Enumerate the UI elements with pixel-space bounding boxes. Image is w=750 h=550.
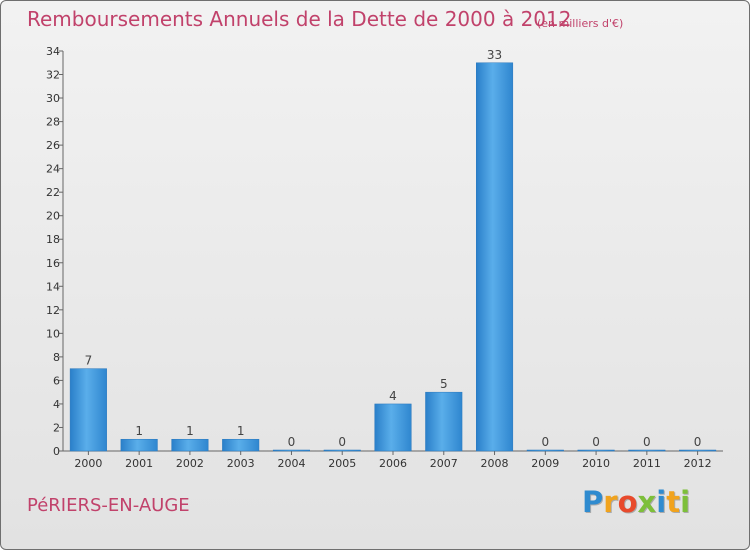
x-tick-label: 2012 bbox=[684, 457, 712, 470]
bar-value-label: 0 bbox=[643, 435, 651, 449]
x-tick-label: 2001 bbox=[125, 457, 153, 470]
y-tick-label: 20 bbox=[46, 210, 60, 223]
y-tick-label: 8 bbox=[53, 351, 60, 364]
y-tick-label: 22 bbox=[46, 186, 60, 199]
bar-2002 bbox=[171, 438, 209, 452]
bar-value-label: 1 bbox=[186, 424, 194, 438]
bar-value-label: 1 bbox=[237, 424, 245, 438]
x-tick-label: 2002 bbox=[176, 457, 204, 470]
bar-2011 bbox=[628, 449, 666, 452]
y-tick-label: 32 bbox=[46, 69, 60, 82]
proxiti-letter: x bbox=[637, 485, 657, 519]
bar-2001 bbox=[120, 438, 158, 452]
x-tick-label: 2010 bbox=[582, 457, 610, 470]
x-tick-label: 2003 bbox=[227, 457, 255, 470]
y-tick-label: 0 bbox=[53, 445, 60, 458]
bar-2003 bbox=[222, 438, 260, 452]
y-tick-label: 4 bbox=[53, 398, 60, 411]
y-tick-label: 12 bbox=[46, 304, 60, 317]
bar-2000 bbox=[69, 368, 107, 452]
bar-value-label: 0 bbox=[288, 435, 296, 449]
y-tick-label: 16 bbox=[46, 257, 60, 270]
bar-value-label: 0 bbox=[592, 435, 600, 449]
y-tick-label: 10 bbox=[46, 327, 60, 340]
bar-2009 bbox=[526, 449, 564, 452]
x-tick-label: 2008 bbox=[481, 457, 509, 470]
y-tick-label: 28 bbox=[46, 116, 60, 129]
proxiti-letter: t bbox=[666, 485, 681, 519]
chart-title: Remboursements Annuels de la Dette de 20… bbox=[27, 7, 572, 31]
y-tick-label: 6 bbox=[53, 374, 60, 387]
bar-value-label: 0 bbox=[338, 435, 346, 449]
y-tick-label: 34 bbox=[46, 45, 60, 58]
bar-2006 bbox=[374, 403, 412, 452]
y-tick-label: 26 bbox=[46, 139, 60, 152]
proxiti-letter: P bbox=[582, 485, 604, 519]
proxiti-letter: r bbox=[603, 485, 618, 519]
bar-2005 bbox=[323, 449, 361, 452]
y-tick-label: 30 bbox=[46, 92, 60, 105]
bar-2012 bbox=[679, 449, 717, 452]
x-tick-label: 2000 bbox=[74, 457, 102, 470]
y-tick-label: 2 bbox=[53, 421, 60, 434]
proxiti-letter: o bbox=[617, 485, 638, 519]
bar-value-label: 1 bbox=[135, 424, 143, 438]
x-tick-label: 2005 bbox=[328, 457, 356, 470]
bar-2007 bbox=[425, 391, 463, 452]
y-tick-label: 14 bbox=[46, 280, 60, 293]
commune-name: PéRIERS-EN-AUGE bbox=[27, 495, 190, 516]
bar-value-label: 7 bbox=[85, 354, 93, 368]
y-tick-label: 18 bbox=[46, 233, 60, 246]
proxiti-letter: i bbox=[656, 485, 667, 519]
x-tick-label: 2006 bbox=[379, 457, 407, 470]
bar-2010 bbox=[577, 449, 615, 452]
x-tick-label: 2009 bbox=[531, 457, 559, 470]
chart-unit-note: (en milliers d'€) bbox=[537, 17, 624, 30]
bar-2008 bbox=[476, 62, 514, 452]
bar-2004 bbox=[272, 449, 310, 452]
x-tick-label: 2004 bbox=[277, 457, 305, 470]
proxiti-logo: Proxiti bbox=[582, 485, 690, 519]
x-tick-label: 2007 bbox=[430, 457, 458, 470]
bar-value-label: 33 bbox=[487, 48, 502, 62]
x-tick-label: 2011 bbox=[633, 457, 661, 470]
bar-value-label: 0 bbox=[694, 435, 702, 449]
y-tick-label: 24 bbox=[46, 163, 60, 176]
bar-value-label: 4 bbox=[389, 389, 397, 403]
bar-value-label: 0 bbox=[541, 435, 549, 449]
bar-value-label: 5 bbox=[440, 377, 448, 391]
proxiti-letter: i bbox=[680, 485, 691, 519]
